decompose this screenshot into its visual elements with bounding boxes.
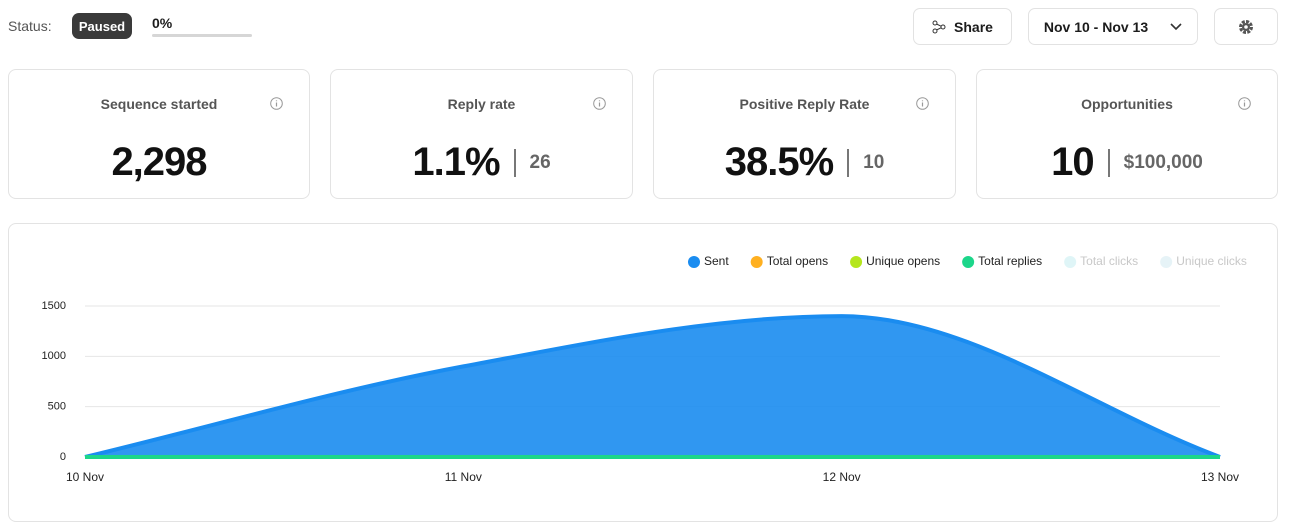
legend-label: Total clicks [1080,254,1138,268]
x-tick-label: 13 Nov [1201,470,1239,484]
card-value: 38.5% [724,140,834,184]
card-title: Reply rate [447,96,516,112]
share-icon [932,20,946,33]
metric-card: Positive Reply Rate 38.5% 10 [653,69,956,199]
card-secondary: 26 [529,151,551,173]
info-icon [1238,97,1251,110]
legend-label: Sent [704,254,729,268]
card-value: 1.1% [412,140,500,184]
area [85,316,1220,457]
separator [513,148,516,177]
metric-card: Sequence started 2,298 [8,69,310,199]
chart-panel [8,223,1278,522]
legend-swatch [850,256,863,268]
share-button[interactable]: Share [913,8,1012,45]
progress-text: 0% [152,15,173,31]
separator [847,148,850,177]
chevron [1170,22,1182,30]
legend-swatch [962,256,975,268]
x-tick-label: 12 Nov [823,470,861,484]
share-label: Share [954,18,993,35]
card-title: Positive Reply Rate [739,96,870,112]
legend-label: Unique clicks [1176,254,1247,268]
legend-label: Unique opens [866,254,940,268]
date-range-select[interactable]: Nov 10 - Nov 13 [1028,8,1198,45]
card-title: Sequence started [100,96,218,112]
info-icon [916,97,929,110]
gear-icon [1239,19,1253,34]
card-value: 2,298 [111,140,207,184]
card-secondary: $100,000 [1123,151,1203,173]
date-range-label: Nov 10 - Nov 13 [1043,18,1149,35]
y-tick-label: 1000 [42,350,66,362]
x-tick-label: 11 Nov [445,470,482,484]
legend-swatch [1064,256,1077,268]
info-circle [593,97,606,110]
y-tick-label: 500 [48,401,66,413]
info-circle [1238,97,1251,110]
info-circle [270,97,283,110]
status-pill: Paused [72,13,132,39]
card-values: 10 $100,000 [977,140,1277,185]
metric-card: Reply rate 1.1% 26 [330,69,633,199]
card-value: 10 [1051,140,1094,184]
line [84,314,1221,459]
status-label: Status: [8,18,52,34]
progress-bar [152,34,252,37]
card-values: 2,298 [9,140,309,185]
info-circle [916,97,929,110]
legend-label: Total replies [978,254,1042,268]
info-icon [593,97,606,110]
card-values: 1.1% 26 [331,140,632,185]
info-icon [270,97,283,110]
card-title: Opportunities [1081,96,1173,112]
legend-swatch [750,256,763,268]
settings-button[interactable] [1214,8,1278,45]
x-tick-label: 10 Nov [66,470,104,484]
legend-label: Total opens [767,254,828,268]
metric-card: Opportunities 10 $100,000 [976,69,1278,199]
y-tick-label: 1500 [42,300,66,312]
separator [1107,148,1110,177]
legend-swatch [688,256,700,268]
card-secondary: 10 [863,151,885,173]
y-tick-label: 0 [60,451,66,463]
legend-swatch [1160,256,1173,268]
card-values: 38.5% 10 [654,140,955,185]
